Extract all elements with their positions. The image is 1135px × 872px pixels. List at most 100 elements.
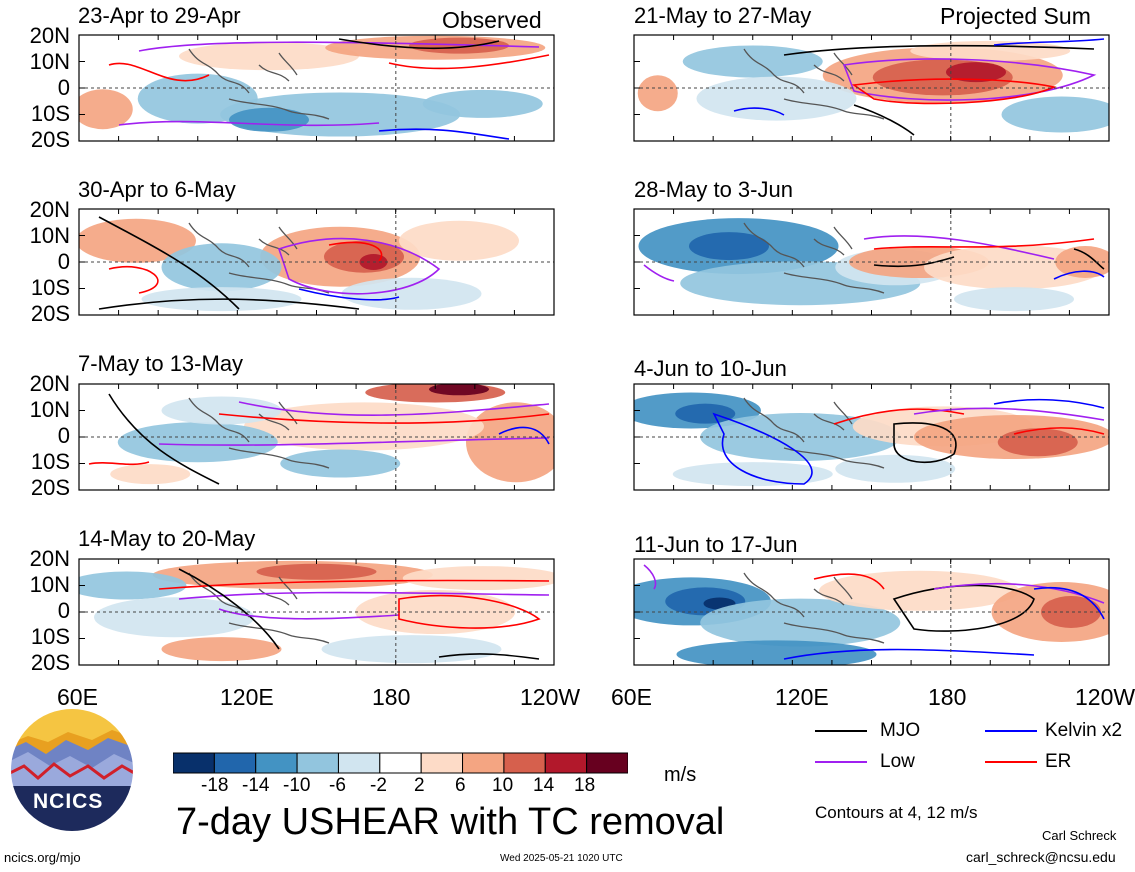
figure-title: 7-day USHEAR with TC removal (176, 801, 725, 843)
lat-label: 20N (29, 546, 70, 571)
coastline (743, 48, 885, 120)
lat-label: 10N (29, 49, 70, 74)
contour-line (158, 437, 550, 446)
shading-blob (341, 277, 482, 310)
shading-blob (94, 597, 254, 638)
contour-line (893, 422, 957, 464)
lat-label: 20N (29, 23, 70, 48)
lat-label: 10S (30, 275, 70, 300)
contour-line (833, 408, 965, 425)
lat-label: 20S (30, 475, 70, 500)
shading-blob (179, 42, 359, 71)
shading-blob (1001, 96, 1109, 133)
contour-line (813, 573, 885, 590)
shading-blob (835, 454, 956, 483)
shading-blob (256, 563, 377, 580)
legend-label-kelvin: Kelvin x2 (1045, 720, 1123, 741)
colorbar-tick: 6 (455, 775, 466, 796)
colorbar-tick: 10 (492, 775, 514, 796)
panel-title-3: 7-May to 13-May (78, 351, 244, 376)
shading-blob (399, 220, 519, 261)
coastline (743, 397, 885, 469)
coastline (188, 397, 330, 469)
footer-url: ncics.org/mjo (4, 850, 81, 865)
contour-line (498, 426, 550, 445)
contour-line (712, 412, 813, 485)
lat-label: 0 (57, 423, 70, 448)
map-panel-2 (78, 208, 555, 316)
author-email: carl_schreck@ncsu.edu (966, 849, 1116, 865)
panel-title-4: 14-May to 20-May (78, 526, 256, 551)
shading-blob (1041, 596, 1101, 628)
panel-title-6: 28-May to 3-Jun (634, 177, 793, 202)
contour-line (873, 256, 955, 268)
colorbar-tick: 18 (574, 775, 596, 796)
legend-label-er: ER (1045, 751, 1072, 772)
contour-line (398, 594, 541, 629)
shading-blob (79, 571, 187, 600)
colorbar-cell (337, 752, 381, 774)
shading-blob (910, 40, 1071, 61)
contour-line (158, 579, 550, 590)
lat-label: 0 (57, 598, 70, 623)
footer-timestamp: Wed 2025-05-21 1020 UTC (500, 853, 623, 864)
shading-blob (676, 640, 877, 665)
colorbar-tick: 14 (533, 775, 555, 796)
contour-line (993, 38, 1105, 46)
shading-blob (1055, 246, 1109, 278)
logo-text: NCICS (33, 790, 104, 813)
contour-line (108, 393, 220, 485)
shading-blob (422, 89, 543, 118)
map-panel-5 (633, 34, 1110, 142)
lat-label: 0 (57, 249, 70, 274)
shading-blob (429, 384, 489, 396)
colorbar-cell (462, 752, 505, 774)
coastline (743, 222, 885, 294)
legend-label-low: Low (880, 751, 915, 772)
contour-line (98, 298, 360, 310)
contour-line (873, 238, 1095, 250)
contour-line (853, 104, 915, 136)
lon-label: 60E (57, 684, 98, 710)
lat-label: 10N (29, 572, 70, 597)
lat-label: 10S (30, 449, 70, 474)
coastline (188, 48, 330, 120)
shading-blob (682, 45, 823, 78)
shading-blob (402, 566, 554, 591)
lat-label: 0 (57, 75, 70, 100)
contour-line (108, 265, 159, 294)
panel-title-5: 21-May to 27-May (634, 3, 812, 28)
colorbar-cell (503, 752, 546, 774)
lat-label: 20N (29, 197, 70, 222)
contour-line (1013, 427, 1105, 435)
contour-line (338, 38, 500, 50)
shading-blob (161, 396, 282, 425)
shading-blob (161, 637, 282, 662)
shading-blob (637, 75, 678, 112)
colorbar-tick: -6 (329, 775, 346, 796)
contour-line (733, 107, 785, 116)
map-panel-7 (633, 383, 1110, 491)
colorbar-tick: -14 (242, 775, 270, 796)
colorbar-tick: -2 (370, 775, 387, 796)
shading-blob (700, 598, 901, 647)
contours-note: Contours at 4, 12 m/s (815, 803, 978, 822)
colorbar-cell (586, 752, 628, 774)
observed-label: Observed (442, 7, 542, 33)
contour-line (178, 591, 550, 600)
contour-line (438, 653, 540, 660)
shading-blob (819, 570, 1019, 611)
panels-canvas (78, 34, 1110, 666)
shading-blob (672, 462, 833, 487)
map-panel-6 (633, 208, 1110, 316)
lat-label: 20S (30, 301, 70, 326)
contour-line (993, 398, 1105, 409)
colorbar-cell (296, 752, 339, 774)
lat-label: 10S (30, 101, 70, 126)
contour-line (842, 58, 1097, 101)
contour-line (913, 407, 1105, 421)
coastline (743, 572, 885, 644)
colorbar-cell (379, 752, 422, 774)
lon-label: 120E (220, 684, 274, 710)
map-panel-3 (78, 383, 555, 491)
